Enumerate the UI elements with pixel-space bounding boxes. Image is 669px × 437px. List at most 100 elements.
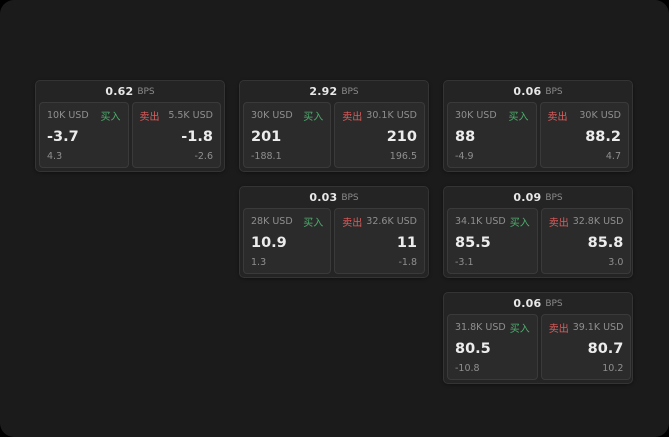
sell-header-row: 卖出 30.1K USD (342, 108, 417, 123)
quote-card: 0.03 BPS 28K USD 买入 10.9 1.3 卖出 32.6K US… (239, 186, 429, 278)
buy-header-row: 28K USD 买入 (251, 214, 323, 229)
buy-amount: 31.8K USD (455, 322, 506, 333)
sell-label: 卖出 (548, 218, 569, 229)
bps-unit: BPS (545, 86, 563, 97)
sell-sub-value: -2.6 (194, 151, 213, 162)
buy-amount: 28K USD (251, 216, 293, 227)
quote-card: 0.09 BPS 34.1K USD 买入 85.5 -3.1 卖出 32.8K… (443, 186, 633, 278)
sell-header-row: 卖出 32.8K USD (549, 214, 624, 229)
buy-price: 88 (455, 128, 476, 145)
sell-label: 卖出 (139, 112, 160, 123)
buy-sub-value: -4.9 (455, 151, 474, 162)
quote-grid: 0.62 BPS 10K USD 买入 -3.7 4.3 卖出 5.5K USD (35, 80, 633, 384)
bps-header: 0.62 BPS (36, 81, 224, 102)
buy-price: 201 (251, 128, 282, 145)
sell-sub-value: 3.0 (608, 257, 624, 268)
buy-price: -3.7 (47, 128, 79, 145)
buy-label: 买入 (303, 112, 324, 123)
sell-quote-panel[interactable]: 卖出 32.6K USD 11 -1.8 (334, 208, 425, 274)
buy-quote-panel[interactable]: 10K USD 买入 -3.7 4.3 (39, 102, 129, 168)
buy-amount: 10K USD (47, 110, 89, 121)
sell-label: 卖出 (548, 324, 569, 335)
buy-header-row: 31.8K USD 买入 (455, 320, 530, 335)
buy-price: 80.5 (455, 340, 491, 357)
buy-header-row: 10K USD 买入 (47, 108, 121, 123)
sell-price: 88.2 (585, 128, 621, 145)
bps-header: 0.09 BPS (444, 187, 632, 208)
sell-header-row: 卖出 32.6K USD (342, 214, 417, 229)
sell-sub-value: 10.2 (602, 363, 624, 374)
sell-quote-panel[interactable]: 卖出 32.8K USD 85.8 3.0 (540, 208, 632, 274)
quote-panels: 10K USD 买入 -3.7 4.3 卖出 5.5K USD -1.8 -2.… (36, 102, 224, 171)
quote-card: 0.06 BPS 31.8K USD 买入 80.5 -10.8 卖出 39.1… (443, 292, 633, 384)
sell-amount: 30K USD (579, 110, 621, 121)
buy-label: 买入 (100, 112, 121, 123)
buy-quote-panel[interactable]: 34.1K USD 买入 85.5 -3.1 (447, 208, 538, 274)
bps-unit: BPS (545, 298, 563, 309)
bps-value: 0.06 (513, 85, 542, 98)
buy-header-row: 34.1K USD 买入 (455, 214, 530, 229)
buy-sub-value: 1.3 (251, 257, 267, 268)
sell-price: 210 (386, 128, 417, 145)
quote-card: 2.92 BPS 30K USD 买入 201 -188.1 卖出 30.1K … (239, 80, 429, 172)
buy-amount: 34.1K USD (455, 216, 506, 227)
sell-price: 11 (396, 234, 417, 251)
bps-unit: BPS (137, 86, 155, 97)
sell-amount: 32.6K USD (366, 216, 417, 227)
buy-label: 买入 (508, 112, 529, 123)
sell-sub-value: 196.5 (389, 151, 417, 162)
quote-panels: 30K USD 买入 88 -4.9 卖出 30K USD 88.2 4.7 (444, 102, 632, 171)
bps-value: 0.03 (309, 191, 338, 204)
sell-header-row: 卖出 5.5K USD (140, 108, 214, 123)
buy-price: 10.9 (251, 234, 287, 251)
bps-value: 0.09 (513, 191, 542, 204)
quote-panels: 30K USD 买入 201 -188.1 卖出 30.1K USD 210 1… (240, 102, 428, 171)
buy-header-row: 30K USD 买入 (251, 108, 323, 123)
buy-quote-panel[interactable]: 28K USD 买入 10.9 1.3 (243, 208, 332, 274)
sell-price: 80.7 (587, 340, 624, 357)
buy-label: 买入 (509, 324, 530, 335)
bps-header: 2.92 BPS (240, 81, 428, 102)
sell-quote-panel[interactable]: 卖出 30K USD 88.2 4.7 (539, 102, 629, 168)
sell-quote-panel[interactable]: 卖出 5.5K USD -1.8 -2.6 (131, 102, 221, 168)
sell-sub-value: 4.7 (605, 151, 621, 162)
buy-amount: 30K USD (251, 110, 293, 121)
buy-label: 买入 (509, 218, 530, 229)
bps-value: 2.92 (309, 85, 338, 98)
buy-quote-panel[interactable]: 30K USD 买入 88 -4.9 (447, 102, 537, 168)
buy-sub-value: -188.1 (251, 151, 282, 162)
bps-unit: BPS (545, 192, 563, 203)
bps-header: 0.06 BPS (444, 293, 632, 314)
quote-card: 0.62 BPS 10K USD 买入 -3.7 4.3 卖出 5.5K USD (35, 80, 225, 172)
buy-sub-value: -3.1 (455, 257, 474, 268)
buy-sub-value: 4.3 (47, 151, 63, 162)
quote-card: 0.06 BPS 30K USD 买入 88 -4.9 卖出 30K USD (443, 80, 633, 172)
sell-quote-panel[interactable]: 卖出 30.1K USD 210 196.5 (334, 102, 425, 168)
bps-value: 0.06 (513, 297, 542, 310)
sell-amount: 39.1K USD (572, 322, 624, 333)
sell-header-row: 卖出 39.1K USD (549, 320, 624, 335)
sell-label: 卖出 (342, 218, 363, 229)
bps-header: 0.06 BPS (444, 81, 632, 102)
buy-amount: 30K USD (455, 110, 497, 121)
bps-unit: BPS (341, 192, 359, 203)
sell-label: 卖出 (547, 112, 568, 123)
sell-quote-panel[interactable]: 卖出 39.1K USD 80.7 10.2 (540, 314, 632, 380)
buy-header-row: 30K USD 买入 (455, 108, 529, 123)
buy-price: 85.5 (455, 234, 491, 251)
bps-value: 0.62 (105, 85, 134, 98)
buy-label: 买入 (303, 218, 324, 229)
buy-quote-panel[interactable]: 30K USD 买入 201 -188.1 (243, 102, 332, 168)
sell-amount: 32.8K USD (572, 216, 624, 227)
sell-amount: 5.5K USD (168, 110, 213, 121)
buy-quote-panel[interactable]: 31.8K USD 买入 80.5 -10.8 (447, 314, 538, 380)
quote-panels: 28K USD 买入 10.9 1.3 卖出 32.6K USD 11 -1.8 (240, 208, 428, 277)
sell-header-row: 卖出 30K USD (548, 108, 622, 123)
sell-price: 85.8 (587, 234, 624, 251)
quote-panels: 31.8K USD 买入 80.5 -10.8 卖出 39.1K USD 80.… (444, 314, 632, 383)
sell-sub-value: -1.8 (398, 257, 417, 268)
quote-panels: 34.1K USD 买入 85.5 -3.1 卖出 32.8K USD 85.8… (444, 208, 632, 277)
sell-amount: 30.1K USD (366, 110, 417, 121)
sell-price: -1.8 (181, 128, 213, 145)
